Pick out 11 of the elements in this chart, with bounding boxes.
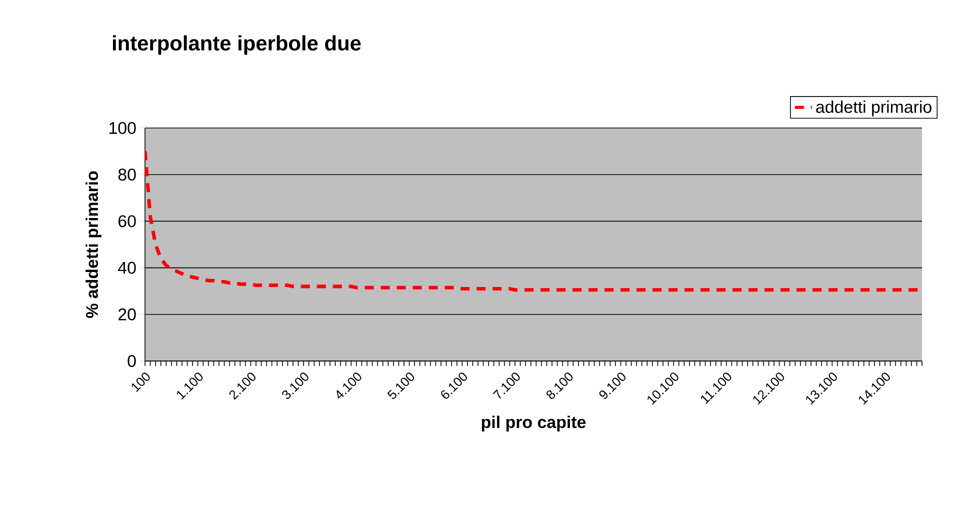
y-tick-label: 60 [118,215,136,228]
y-tick-label: 100 [110,122,136,134]
x-axis-title: pil pro capite [482,416,586,432]
y-tick-label: 80 [118,168,136,181]
y-tick-label: 0 [128,355,136,367]
legend-label: addetti primario [816,100,932,116]
chart-title: interpolante iperbole due [112,35,361,55]
y-axis-title: % addetti primario [86,171,102,318]
x-tick-label: 100 [132,372,150,392]
y-tick-label: 20 [118,308,136,320]
y-tick-label: 40 [118,262,136,274]
